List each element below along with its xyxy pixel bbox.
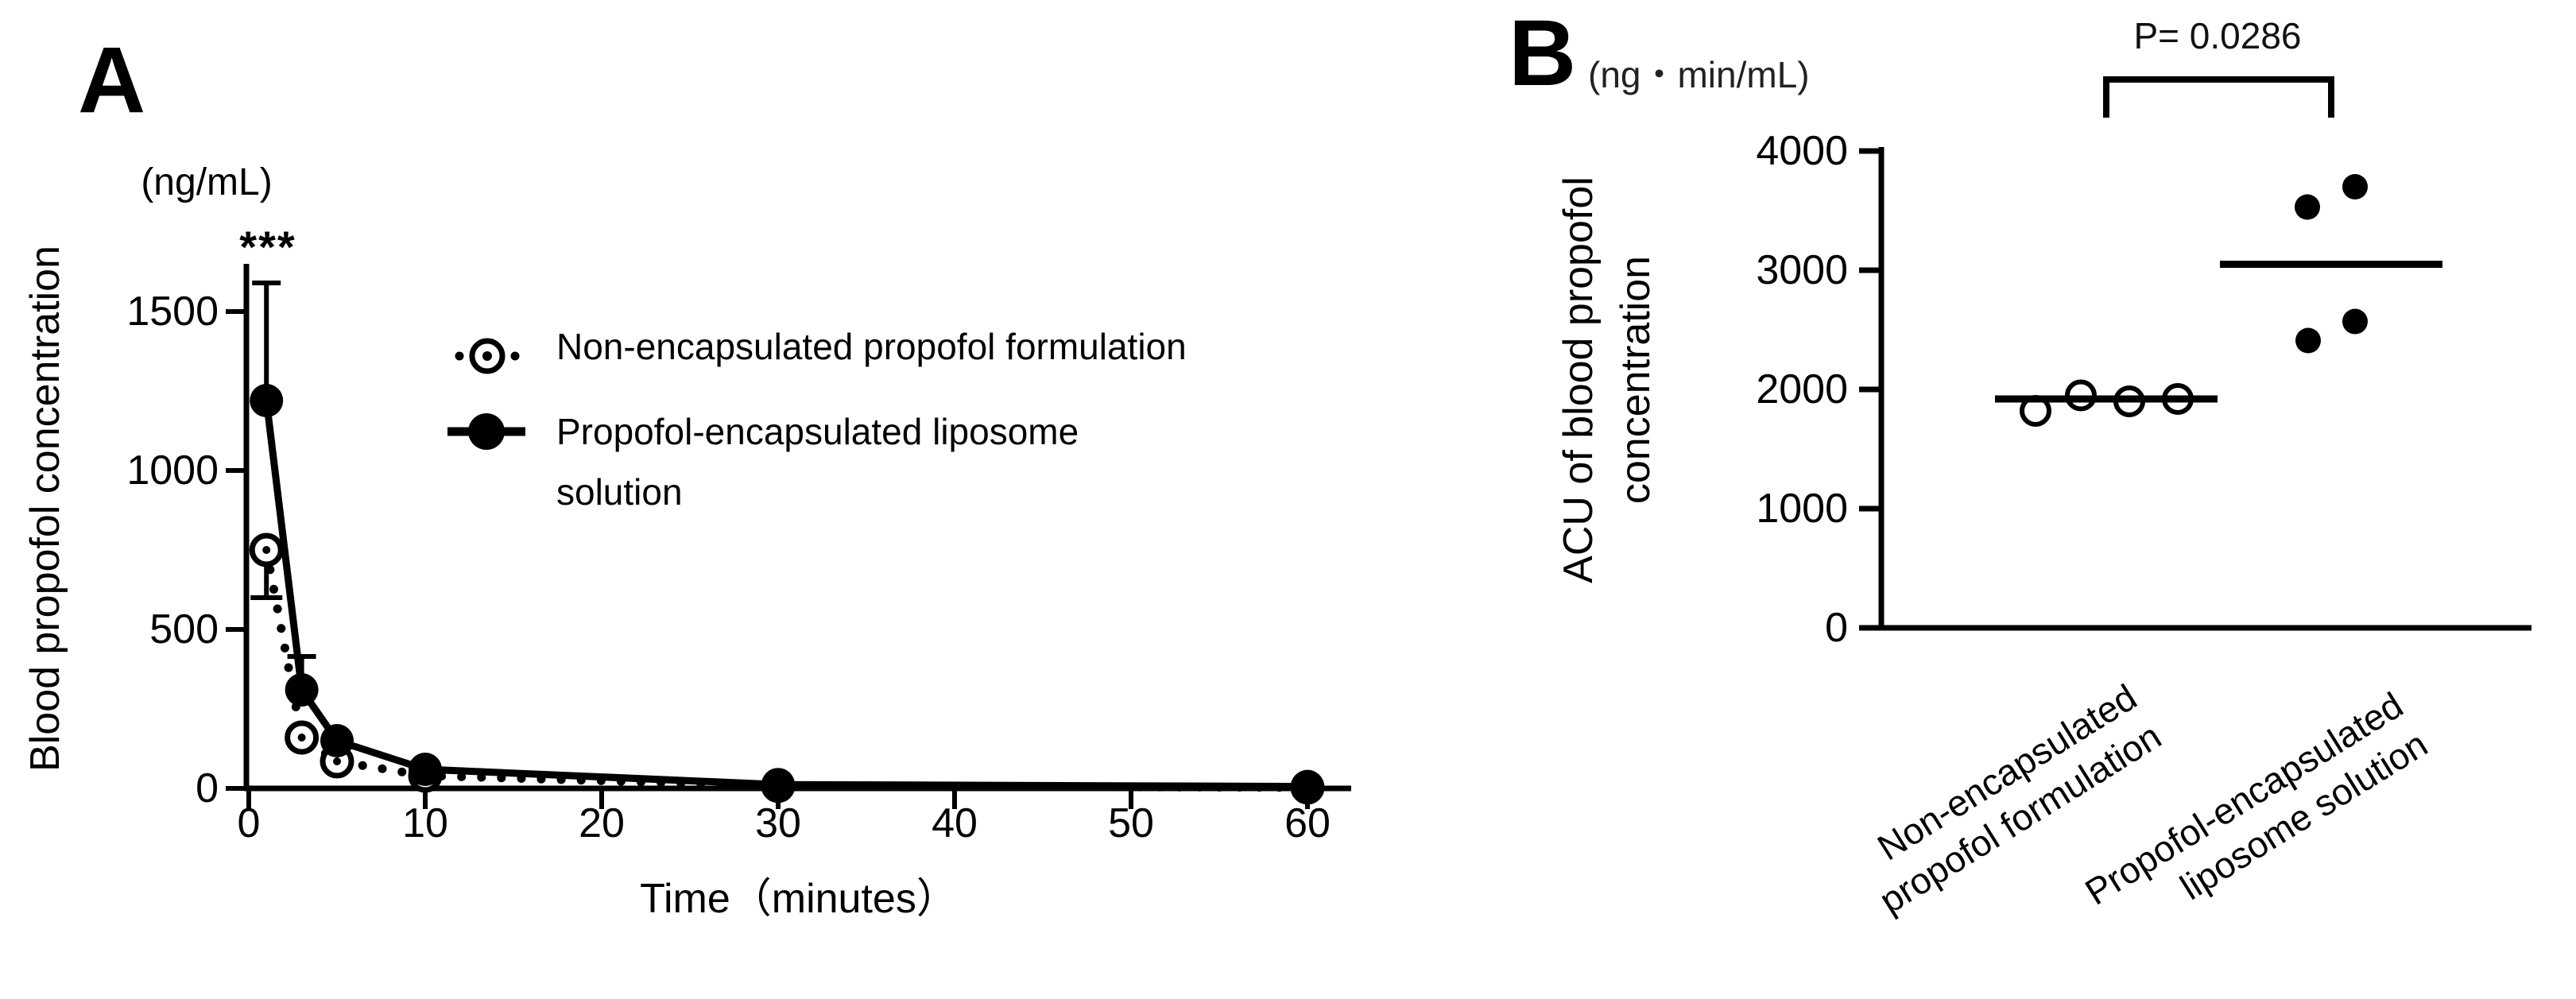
panel-a-x-tick-label: 30 bbox=[755, 800, 801, 846]
a-series-line-open bbox=[261, 545, 1312, 792]
panel-a-y-tick-label: 1500 bbox=[126, 288, 219, 335]
a-marker-filled bbox=[285, 673, 319, 707]
a-marker-filled bbox=[1291, 769, 1324, 803]
panel-b-y-tick-label: 2000 bbox=[1756, 366, 1848, 412]
panel-a-x-axis-title: Time（minutes） bbox=[640, 876, 958, 922]
panel-a-x-tick-label: 20 bbox=[579, 800, 625, 846]
a-marker-open-dot bbox=[333, 757, 341, 765]
panel-b-y-unit-label: (ng・min/mL) bbox=[1588, 54, 1810, 95]
a-marker-open-dot bbox=[297, 734, 306, 742]
panel-a-x-tick-label: 0 bbox=[237, 800, 261, 846]
legend-item-liposome: Propofol-encapsulated liposome solution bbox=[556, 411, 1079, 513]
b-significance-bracket bbox=[2103, 76, 2334, 118]
legend-open-marker-dot bbox=[482, 351, 492, 361]
panel-a-y-tick-label: 500 bbox=[149, 606, 219, 652]
a-marker-open-dot bbox=[262, 546, 271, 554]
panel-a-x-tick-label: 60 bbox=[1284, 800, 1331, 846]
panel-a-x-tick-label: 50 bbox=[1108, 800, 1154, 846]
legend-filled-marker bbox=[468, 413, 505, 450]
legend-item-non-encapsulated: Non-encapsulated propofol formulation bbox=[556, 326, 1187, 367]
panel-a-label: A bbox=[78, 28, 146, 133]
panel-b-y-axis-title: ACU of blood propofol concentration bbox=[1555, 176, 1659, 583]
b-scatter-point-filled bbox=[2295, 194, 2320, 220]
panel-b-label: B bbox=[1509, 1, 1577, 106]
panel-b-y-tick-label: 0 bbox=[1825, 605, 1848, 651]
a-marker-filled bbox=[320, 724, 354, 757]
a-marker-filled bbox=[761, 768, 795, 802]
panel-b-y-tick-label: 1000 bbox=[1756, 486, 1848, 532]
panel-a-x-tick-label: 40 bbox=[932, 800, 978, 846]
b-scatter-point-filled bbox=[2295, 327, 2321, 354]
b-scatter-point-filled bbox=[2342, 308, 2368, 335]
panel-a-significance-stars: *** bbox=[239, 222, 296, 272]
panel-a-y-unit-label: (ng/mL) bbox=[141, 161, 273, 203]
panel-a-y-tick-label: 1000 bbox=[126, 447, 219, 494]
a-series-line-filled bbox=[262, 400, 1308, 791]
legend-dotted-dot bbox=[455, 351, 464, 361]
a-marker-filled bbox=[250, 384, 284, 417]
panel-b-p-value: P= 0.0286 bbox=[2133, 15, 2302, 56]
panel-a-y-tick-label: 0 bbox=[196, 765, 219, 811]
legend-dotted-dot bbox=[510, 351, 520, 361]
b-scatter-point-filled bbox=[2342, 174, 2368, 199]
panel-a-x-tick-label: 10 bbox=[402, 800, 448, 846]
panel-b-y-tick-label: 4000 bbox=[1756, 128, 1848, 174]
a-marker-filled bbox=[409, 753, 442, 786]
panel-a-y-axis-title: Blood propofol concentration bbox=[22, 245, 68, 772]
panel-b-y-tick-label: 3000 bbox=[1756, 247, 1848, 293]
